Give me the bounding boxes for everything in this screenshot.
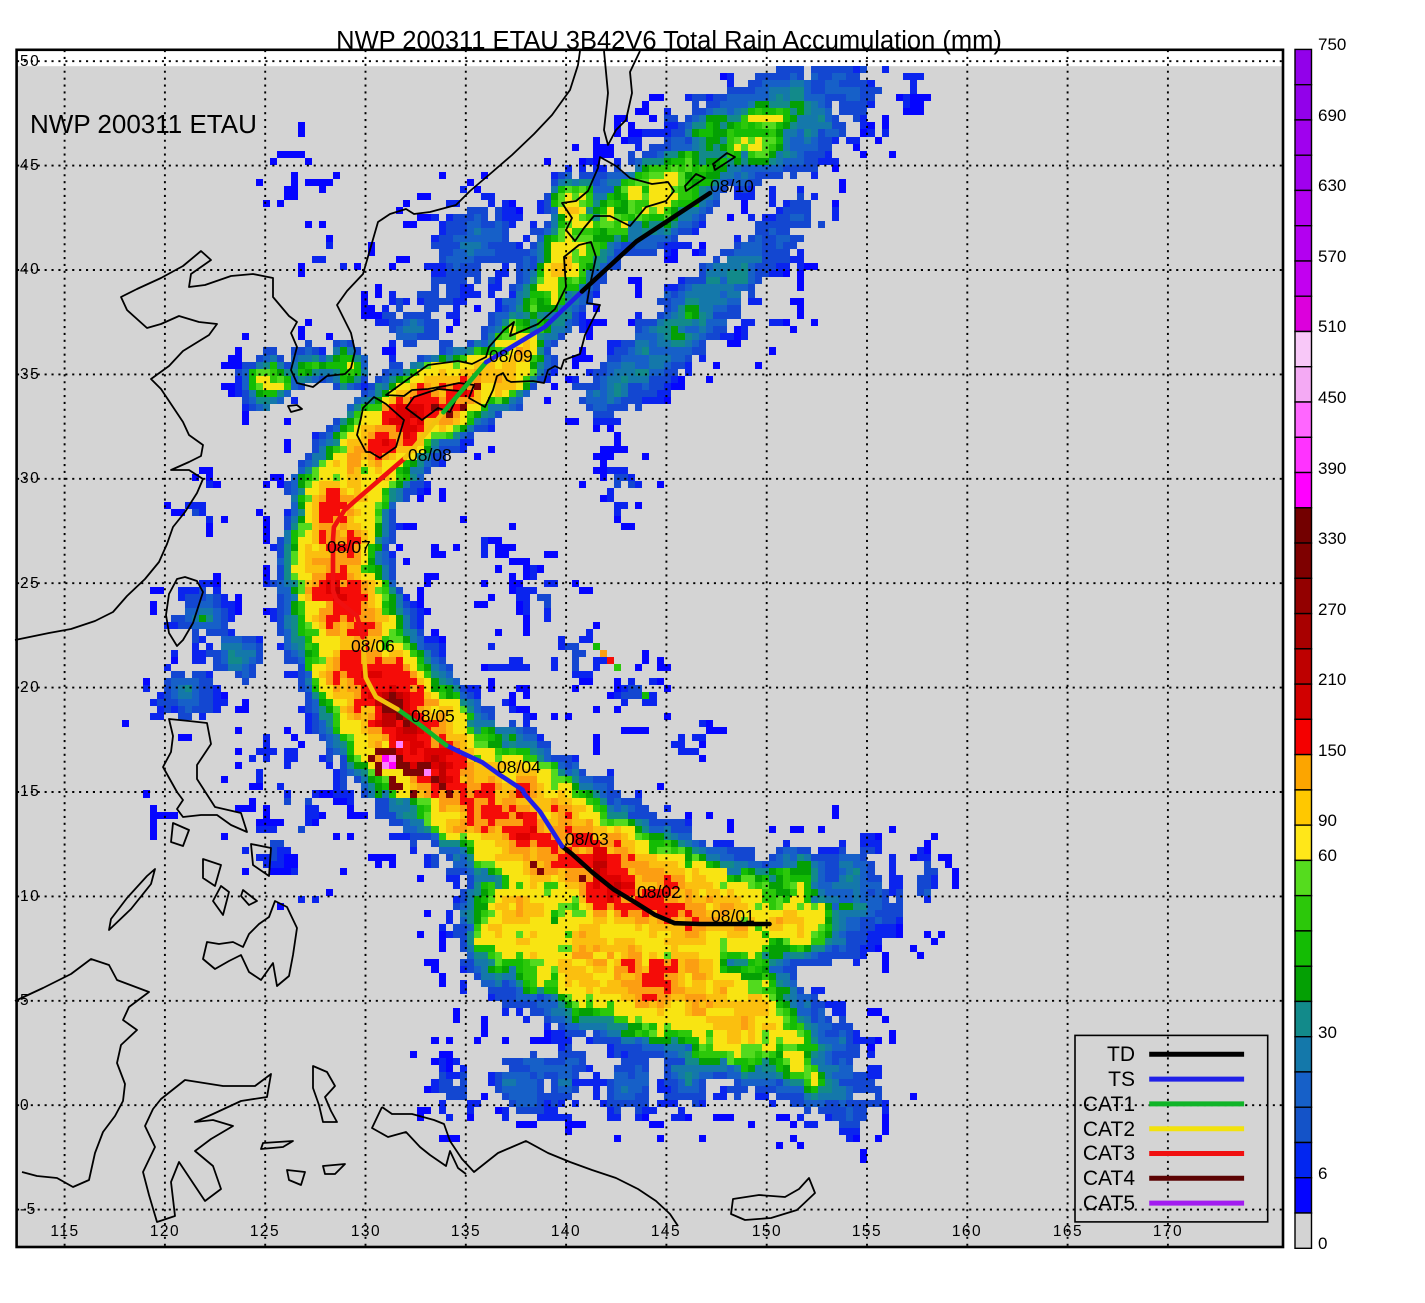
svg-text:135: 135: [451, 1223, 481, 1240]
svg-text:390: 390: [1318, 459, 1346, 478]
svg-text:08/02: 08/02: [637, 882, 681, 902]
svg-text:10: 10: [20, 888, 40, 905]
svg-text:08/05: 08/05: [411, 706, 455, 726]
svg-text:750: 750: [1318, 35, 1346, 54]
svg-text:690: 690: [1318, 106, 1346, 125]
svg-text:450: 450: [1318, 388, 1346, 407]
svg-text:TS: TS: [1108, 1068, 1135, 1091]
svg-text:08/03: 08/03: [565, 829, 609, 849]
svg-text:40: 40: [20, 261, 40, 278]
svg-text:08/07: 08/07: [327, 537, 371, 557]
svg-text:115: 115: [50, 1223, 79, 1240]
svg-text:45: 45: [20, 157, 40, 174]
svg-text:CAT2: CAT2: [1083, 1118, 1135, 1141]
svg-text:08/10: 08/10: [710, 176, 754, 196]
svg-text:570: 570: [1318, 247, 1346, 266]
svg-text:08/04: 08/04: [497, 757, 541, 777]
svg-text:125: 125: [250, 1223, 280, 1240]
svg-text:120: 120: [150, 1223, 180, 1240]
svg-text:160: 160: [952, 1223, 982, 1240]
svg-text:0: 0: [20, 1097, 30, 1114]
svg-text:-5: -5: [20, 1201, 37, 1218]
svg-text:5: 5: [20, 992, 30, 1009]
svg-text:25: 25: [20, 575, 40, 592]
svg-text:150: 150: [1318, 741, 1346, 760]
svg-text:08/08: 08/08: [408, 445, 452, 465]
svg-text:150: 150: [752, 1223, 782, 1240]
svg-text:35: 35: [20, 366, 40, 383]
svg-text:08/01: 08/01: [711, 906, 755, 926]
svg-text:90: 90: [1318, 811, 1337, 830]
svg-text:NWP 200311 ETAU 3B42V6 Total R: NWP 200311 ETAU 3B42V6 Total Rain Accumu…: [336, 27, 1002, 55]
svg-text:170: 170: [1153, 1223, 1183, 1240]
svg-text:30: 30: [20, 470, 40, 487]
svg-text:60: 60: [1318, 846, 1337, 865]
svg-text:130: 130: [351, 1223, 381, 1240]
svg-text:CAT5: CAT5: [1083, 1192, 1135, 1215]
svg-text:CAT3: CAT3: [1083, 1142, 1135, 1165]
svg-text:CAT1: CAT1: [1083, 1093, 1135, 1116]
svg-text:50: 50: [20, 53, 40, 70]
svg-text:20: 20: [20, 679, 40, 696]
svg-text:0: 0: [1318, 1234, 1327, 1253]
svg-text:140: 140: [551, 1223, 581, 1240]
svg-text:08/09: 08/09: [489, 346, 533, 366]
svg-text:CAT4: CAT4: [1083, 1167, 1135, 1190]
svg-text:08/06: 08/06: [351, 636, 395, 656]
svg-text:6: 6: [1318, 1164, 1327, 1183]
svg-text:15: 15: [20, 783, 40, 800]
svg-text:510: 510: [1318, 317, 1346, 336]
svg-text:210: 210: [1318, 670, 1346, 689]
svg-text:NWP 200311 ETAU: NWP 200311 ETAU: [30, 109, 257, 139]
svg-text:TD: TD: [1107, 1043, 1135, 1066]
svg-text:165: 165: [1053, 1223, 1083, 1240]
svg-text:630: 630: [1318, 176, 1346, 195]
svg-text:155: 155: [852, 1223, 882, 1240]
svg-text:270: 270: [1318, 600, 1346, 619]
svg-text:330: 330: [1318, 529, 1346, 548]
svg-text:145: 145: [651, 1223, 681, 1240]
svg-text:30: 30: [1318, 1023, 1337, 1042]
